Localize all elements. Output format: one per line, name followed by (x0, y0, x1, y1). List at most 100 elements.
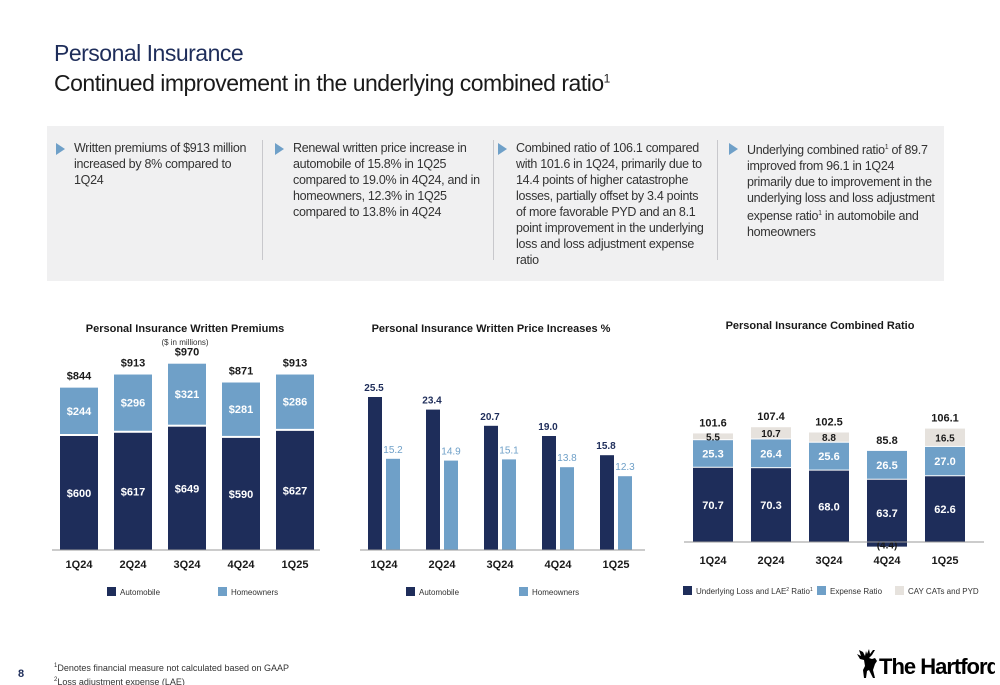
bar-label: $590 (229, 489, 253, 501)
legend-swatch (218, 587, 227, 596)
bullet-combined-ratio: Combined ratio of 106.1 compared with 10… (498, 140, 706, 268)
bullet-price: Renewal written price increase in automo… (275, 140, 483, 220)
bar-automobile (60, 436, 98, 550)
chart-title: Personal Insurance Written Price Increas… (372, 323, 611, 335)
tick-label: 4Q24 (545, 559, 573, 571)
bar-expense (693, 440, 733, 467)
bar-underlying-loss (693, 467, 733, 542)
bullet-underlying: Underlying combined ratio1 of 89.7 impro… (729, 140, 937, 240)
bar-label: 20.7 (480, 412, 500, 423)
bar-automobile (222, 437, 260, 550)
bar-cat-pyd (751, 427, 791, 439)
page-subtitle-text: Continued improvement in the underlying … (54, 70, 604, 96)
bar-label: 23.4 (422, 396, 442, 407)
divider (717, 140, 718, 260)
legend-swatch (406, 587, 415, 596)
legend-swatch (519, 587, 528, 596)
bar-label: 13.8 (557, 453, 577, 464)
tick-label: 2Q24 (120, 559, 148, 571)
total-label: 85.8 (876, 435, 897, 447)
bar-expense (867, 450, 907, 479)
bar-label: 14.9 (441, 447, 461, 458)
bar-underlying-loss (867, 479, 907, 547)
bar-underlying-loss (809, 470, 849, 542)
total-label: 101.6 (699, 417, 727, 429)
tick-label: 3Q24 (816, 555, 844, 567)
legend-sup: 1 (810, 587, 813, 593)
bar-automobile (600, 455, 614, 550)
tick-label: 1Q24 (66, 559, 94, 571)
tick-label: 1Q24 (700, 555, 728, 567)
tick-label: 1Q24 (371, 559, 399, 571)
bar-label: $627 (283, 485, 307, 497)
bar-automobile (114, 432, 152, 550)
key-points-panel: Written premiums of $913 million increas… (47, 126, 944, 281)
bullet-text-b: of 89.7 improved from 96.1 in 1Q24 prima… (747, 143, 935, 224)
bar-cat-pyd (925, 428, 965, 446)
bar-homeowners (444, 460, 458, 550)
legend-swatch (683, 586, 692, 595)
bar-label: $296 (121, 398, 145, 410)
combined-ratio-chart: Personal Insurance Combined Ratio 5.5 70.7… (683, 320, 984, 596)
written-price-increases-chart: Personal Insurance Written Price Increas… (360, 323, 645, 597)
logo-text: The Hartford (879, 654, 995, 679)
bar-homeowners (114, 374, 152, 431)
bar-homeowners (386, 458, 400, 550)
tick-label: 4Q24 (874, 555, 902, 567)
page-number: 8 (18, 668, 25, 680)
bar-automobile (276, 430, 314, 550)
legend-label: Underlying Loss and LAE2 Ratio1 (696, 587, 813, 596)
bullet-arrow-icon (275, 143, 284, 155)
bar-automobile (542, 436, 556, 550)
bar-automobile (368, 397, 382, 550)
bar-homeowners (168, 363, 206, 425)
page-title: Personal Insurance (54, 40, 244, 66)
bullet-text: Combined ratio of 106.1 compared with 10… (516, 141, 704, 267)
bullet-sup: 1 (884, 144, 889, 151)
bar-label: $286 (283, 397, 307, 409)
total-label: 107.4 (757, 411, 785, 423)
footnotes: 1Denotes financial measure not calculate… (54, 660, 289, 685)
footnote-1: 1Denotes financial measure not calculate… (54, 660, 289, 674)
legend-text: Underlying Loss and LAE (696, 587, 786, 596)
bar-label: $281 (229, 404, 253, 416)
divider (262, 140, 263, 260)
total-label: $970 (175, 347, 199, 359)
stag-icon (857, 649, 877, 678)
tick-label: 1Q25 (603, 559, 630, 571)
page-subtitle-sup: 1 (603, 71, 611, 86)
bullet-arrow-icon (729, 143, 738, 155)
bar-label: $600 (67, 488, 91, 500)
bar-automobile (168, 426, 206, 550)
bullet-text-a: Underlying combined ratio (747, 143, 885, 158)
tick-label: 1Q25 (932, 555, 959, 567)
bar-expense (809, 442, 849, 470)
tick-label: 1Q25 (282, 559, 309, 571)
chart-title: Personal Insurance Combined Ratio (726, 320, 915, 332)
bar-label: 15.2 (383, 445, 403, 456)
chart-subtitle: ($ in millions) (161, 338, 208, 347)
legend-swatch (895, 586, 904, 595)
bar-label: 26.4 (760, 448, 782, 460)
bar-homeowners (222, 382, 260, 436)
company-logo: The Hartford (857, 649, 995, 679)
bar-label: $649 (175, 483, 199, 495)
total-label: 106.1 (931, 413, 959, 425)
bar-label: $244 (67, 406, 92, 418)
page-subtitle: Continued improvement in the underlying … (54, 70, 610, 97)
bar-label: 10.7 (761, 429, 781, 440)
legend-label: Expense Ratio (830, 587, 883, 596)
bar-automobile (484, 425, 498, 550)
tick-label: 2Q24 (429, 559, 457, 571)
legend-label: Homeowners (231, 588, 278, 597)
bar-homeowners (618, 476, 632, 550)
bar-label: 12.3 (615, 462, 635, 473)
bar-homeowners (60, 387, 98, 434)
chart-title: Personal Insurance Written Premiums (86, 323, 284, 335)
bar-label: 25.6 (818, 451, 839, 463)
bar-label: 19.0 (538, 422, 558, 433)
footnote-sup: 1 (54, 663, 58, 669)
bar-label: $321 (175, 389, 199, 401)
total-label: $913 (283, 358, 307, 370)
footnote-sup: 2 (54, 677, 58, 683)
